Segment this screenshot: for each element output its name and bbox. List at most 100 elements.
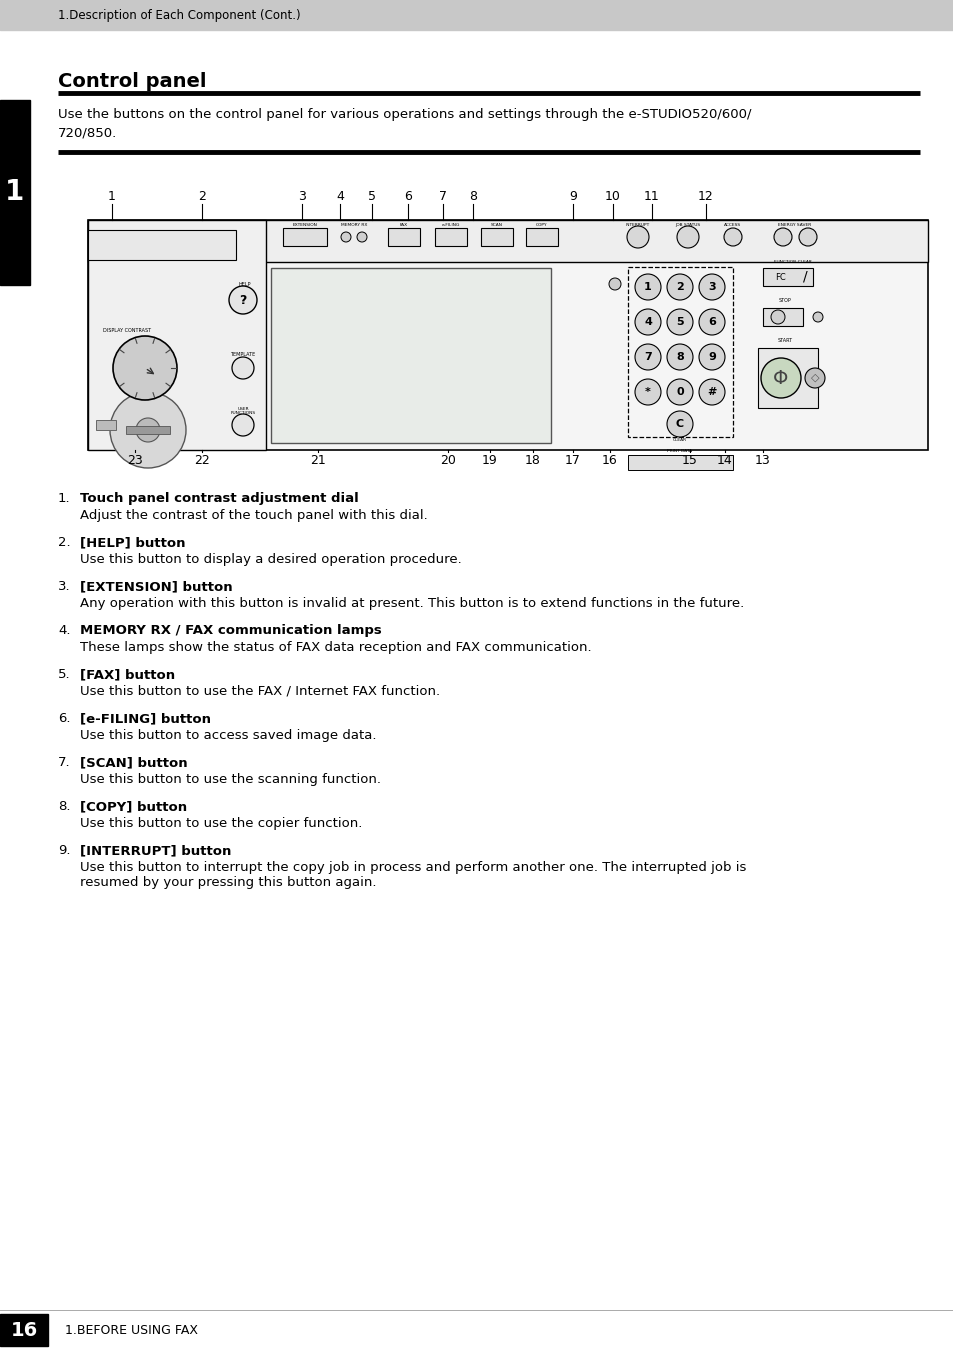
- Circle shape: [699, 274, 724, 301]
- Text: 17: 17: [564, 453, 580, 466]
- Text: 12: 12: [698, 190, 713, 202]
- Text: FAX: FAX: [399, 222, 408, 226]
- Text: EXTENSION: EXTENSION: [293, 222, 317, 226]
- Circle shape: [232, 414, 253, 435]
- Circle shape: [699, 344, 724, 369]
- Text: Use this button to interrupt the copy job in process and perform another one. Th: Use this button to interrupt the copy jo…: [80, 861, 745, 874]
- Text: FUNCTION CLEAR: FUNCTION CLEAR: [773, 260, 811, 264]
- Text: 1.: 1.: [58, 492, 71, 506]
- Text: 1.Description of Each Component (Cont.): 1.Description of Each Component (Cont.): [58, 8, 300, 22]
- Circle shape: [666, 309, 692, 336]
- Circle shape: [760, 359, 801, 398]
- Text: Use this button to access saved image data.: Use this button to access saved image da…: [80, 729, 376, 741]
- Text: Use this button to display a desired operation procedure.: Use this button to display a desired ope…: [80, 553, 461, 566]
- Text: 3: 3: [707, 282, 715, 293]
- Circle shape: [804, 368, 824, 388]
- Text: C: C: [676, 419, 683, 429]
- Text: Use this button to use the FAX / Internet FAX function.: Use this button to use the FAX / Interne…: [80, 685, 439, 698]
- Text: STOP: STOP: [778, 298, 791, 302]
- Circle shape: [229, 286, 256, 314]
- Text: 7: 7: [643, 352, 651, 363]
- Text: START: START: [777, 337, 792, 342]
- Circle shape: [232, 357, 253, 379]
- Bar: [0, 100, 30, 284]
- Bar: [0, 0, 953, 30]
- Text: USER
FUNCTIONS: USER FUNCTIONS: [231, 407, 255, 415]
- Text: 21: 21: [310, 453, 326, 466]
- Text: 9: 9: [569, 190, 577, 202]
- Text: [FAX] button: [FAX] button: [80, 669, 175, 681]
- Bar: [271, 268, 551, 443]
- Circle shape: [770, 310, 784, 324]
- Text: 20: 20: [439, 453, 456, 466]
- Bar: [480, 228, 513, 245]
- Bar: [88, 231, 235, 260]
- Text: 1: 1: [6, 178, 25, 206]
- Text: 7: 7: [438, 190, 447, 202]
- Text: 16: 16: [10, 1321, 37, 1340]
- Circle shape: [799, 228, 816, 245]
- Text: JOB STATUS: JOB STATUS: [675, 222, 700, 226]
- Text: #: #: [706, 387, 716, 398]
- Text: 9.: 9.: [58, 844, 71, 857]
- Bar: [525, 228, 558, 245]
- Bar: [88, 220, 927, 450]
- Text: 0: 0: [676, 387, 683, 398]
- Bar: [758, 348, 817, 408]
- Text: 15: 15: [681, 453, 698, 466]
- Bar: [0, 1314, 48, 1347]
- Text: Adjust the contrast of the touch panel with this dial.: Adjust the contrast of the touch panel w…: [80, 510, 427, 522]
- Text: Φ: Φ: [773, 368, 788, 387]
- Text: [SCAN] button: [SCAN] button: [80, 756, 188, 768]
- Text: 18: 18: [524, 453, 540, 466]
- Text: ?: ?: [239, 294, 247, 306]
- Text: 4.: 4.: [58, 624, 71, 638]
- Text: 6.: 6.: [58, 712, 71, 725]
- Text: Any operation with this button is invalid at present. This button is to extend f: Any operation with this button is invali…: [80, 597, 743, 611]
- Text: 2.: 2.: [58, 537, 71, 549]
- Text: Use this button to use the scanning function.: Use this button to use the scanning func…: [80, 772, 380, 786]
- Text: ENERGY SAVER: ENERGY SAVER: [778, 222, 811, 226]
- Text: [EXTENSION] button: [EXTENSION] button: [80, 580, 233, 593]
- Circle shape: [635, 379, 660, 404]
- Text: 2: 2: [198, 190, 206, 202]
- Text: 23: 23: [127, 453, 143, 466]
- Bar: [627, 456, 732, 470]
- Circle shape: [666, 274, 692, 301]
- Text: 14: 14: [717, 453, 732, 466]
- Text: *: *: [644, 387, 650, 398]
- Circle shape: [677, 226, 699, 248]
- Text: 720/850.: 720/850.: [58, 125, 117, 139]
- Text: 1: 1: [108, 190, 116, 202]
- Circle shape: [666, 411, 692, 437]
- Text: Use the buttons on the control panel for various operations and settings through: Use the buttons on the control panel for…: [58, 108, 751, 121]
- Bar: [435, 228, 467, 245]
- Text: 11: 11: [643, 190, 659, 202]
- Text: 1: 1: [643, 282, 651, 293]
- Text: 3.: 3.: [58, 580, 71, 593]
- Text: e-FILING: e-FILING: [441, 222, 459, 226]
- Bar: [762, 268, 812, 286]
- Text: 5: 5: [676, 317, 683, 328]
- Text: Use this button to use the copier function.: Use this button to use the copier functi…: [80, 817, 362, 830]
- Bar: [88, 220, 927, 262]
- Text: /: /: [801, 270, 806, 284]
- Bar: [96, 421, 116, 430]
- Text: 10: 10: [604, 190, 620, 202]
- Circle shape: [666, 344, 692, 369]
- Circle shape: [136, 418, 160, 442]
- Circle shape: [773, 228, 791, 245]
- Text: 13: 13: [755, 453, 770, 466]
- Text: 8: 8: [676, 352, 683, 363]
- Text: 16: 16: [601, 453, 618, 466]
- Text: 19: 19: [481, 453, 497, 466]
- Text: TEMPLATE: TEMPLATE: [230, 352, 255, 356]
- Circle shape: [699, 379, 724, 404]
- Bar: [88, 220, 266, 450]
- Circle shape: [723, 228, 741, 245]
- Text: 4: 4: [335, 190, 344, 202]
- Bar: [388, 228, 419, 245]
- Text: Control panel: Control panel: [58, 71, 206, 92]
- Text: [COPY] button: [COPY] button: [80, 799, 187, 813]
- Text: MEMORY RX: MEMORY RX: [340, 222, 367, 226]
